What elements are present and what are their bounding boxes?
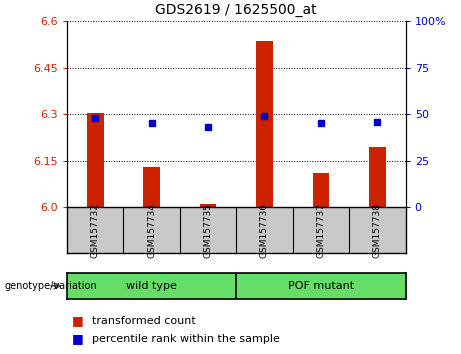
Text: ■: ■	[71, 332, 83, 346]
Text: GSM157736: GSM157736	[260, 202, 269, 258]
Bar	[87, 113, 104, 207]
Bar	[200, 204, 217, 207]
Text: transformed count: transformed count	[92, 315, 196, 326]
Text: GSM157732: GSM157732	[90, 202, 100, 258]
Text: ■: ■	[71, 314, 83, 327]
Text: GSM157735: GSM157735	[203, 202, 213, 258]
Bar	[369, 147, 386, 207]
Bar	[313, 173, 330, 207]
Title: GDS2619 / 1625500_at: GDS2619 / 1625500_at	[155, 4, 317, 17]
Text: POF mutant: POF mutant	[288, 281, 354, 291]
Bar	[143, 167, 160, 207]
Text: wild type: wild type	[126, 281, 177, 291]
Text: GSM157737: GSM157737	[316, 202, 325, 258]
Text: percentile rank within the sample: percentile rank within the sample	[92, 334, 280, 344]
Text: GSM157734: GSM157734	[147, 202, 156, 258]
Bar	[256, 41, 273, 207]
Text: genotype/variation: genotype/variation	[5, 281, 97, 291]
Text: GSM157738: GSM157738	[373, 202, 382, 258]
